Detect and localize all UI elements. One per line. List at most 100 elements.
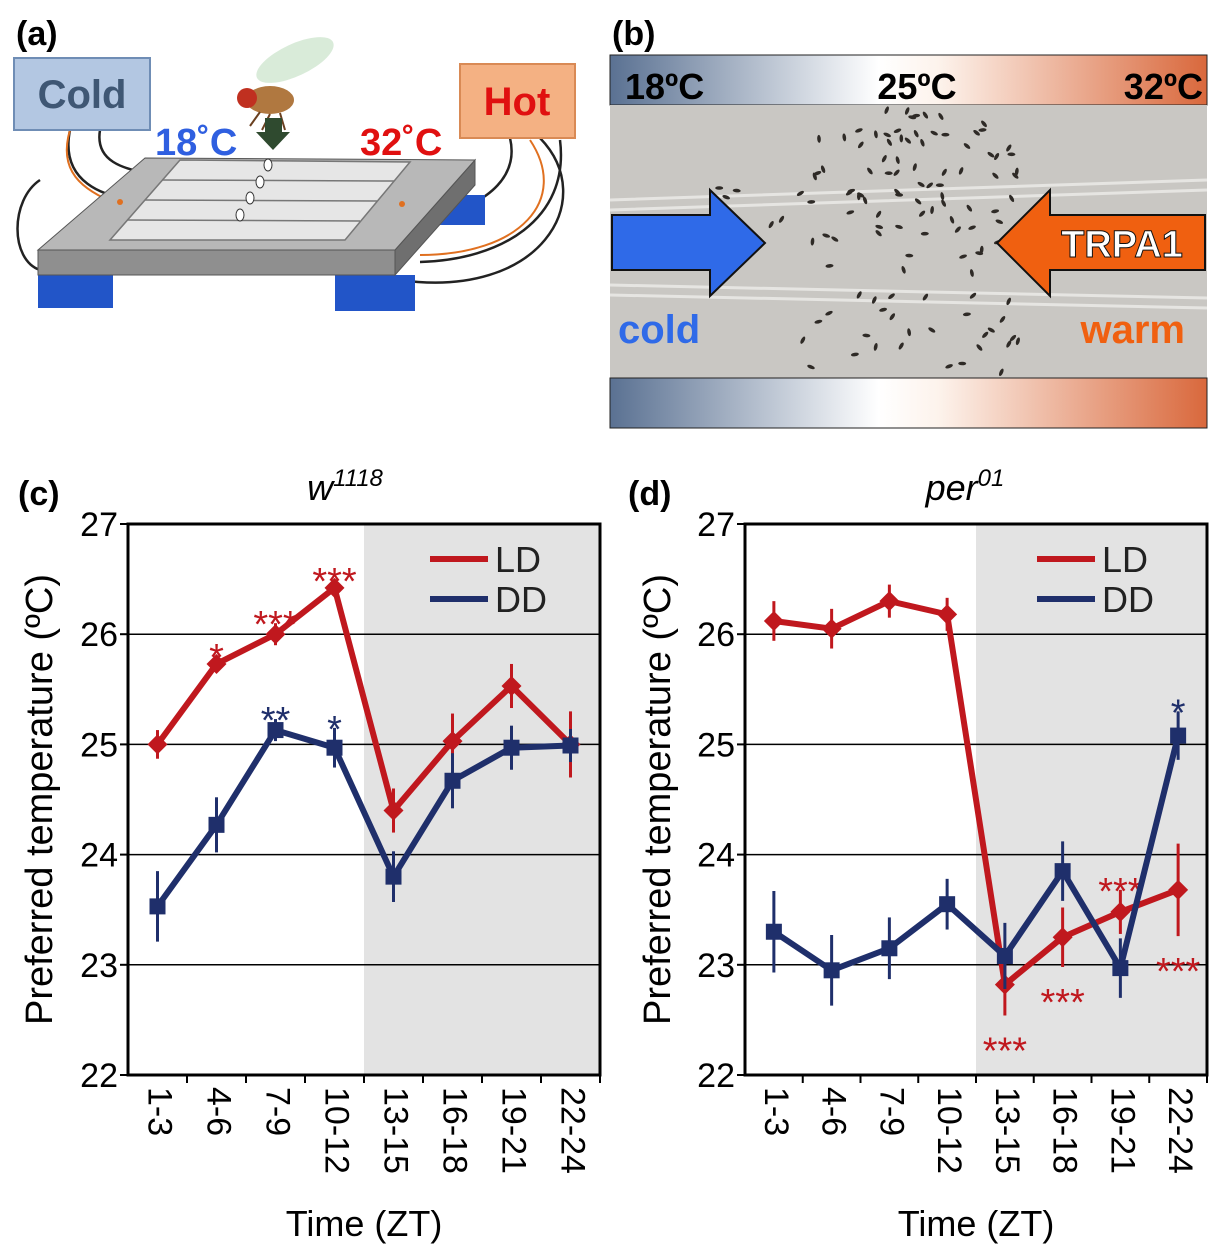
y-tick-label: 26 (80, 616, 118, 654)
x-tick-label: 13-15 (988, 1087, 1026, 1174)
x-tick-label: 4-6 (200, 1087, 238, 1136)
legend-label: LD (1102, 539, 1148, 580)
marker (881, 940, 897, 956)
y-tick-label: 24 (697, 837, 735, 875)
marker (504, 740, 520, 756)
foot (335, 275, 415, 311)
temp-label: 25ºC (877, 66, 956, 107)
x-tick-label: 10-12 (318, 1087, 356, 1174)
significance: * (209, 637, 224, 679)
significance: *** (1156, 951, 1201, 993)
legend-label: DD (495, 579, 547, 620)
arrow-label: TRPA1 (1061, 224, 1183, 266)
y-tick-label: 23 (697, 947, 735, 985)
fly-dot (246, 192, 254, 204)
y-tick-label: 27 (80, 506, 118, 544)
legend-label: LD (495, 539, 541, 580)
x-tick-label: 7-9 (259, 1087, 297, 1136)
y-tick-label: 25 (697, 726, 735, 764)
figure: (a) Cold Hot 18˚C 32˚C (b) (0, 0, 1209, 1249)
hot-label: Hot (484, 80, 551, 124)
y-axis-label: Preferred temperature (ºC) (637, 574, 679, 1025)
panel-a: (a) Cold Hot 18˚C 32˚C (14, 15, 575, 311)
panel-label: (d) (628, 475, 671, 513)
line-chart: 22 23 24 25 26 27 1-3 4-6 7-9 10-12 13-15 16-18 19-2… (628, 465, 1207, 1244)
significance: *** (1040, 982, 1085, 1024)
temp-label: 18ºC (625, 66, 704, 107)
fly (237, 28, 340, 150)
x-tick-label: 16-18 (1046, 1087, 1084, 1174)
marker (997, 948, 1013, 964)
y-tick-label: 22 (80, 1057, 118, 1095)
marker (209, 817, 225, 833)
marker (386, 869, 402, 885)
larva (936, 183, 944, 187)
y-tick-label: 26 (697, 616, 735, 654)
title-sup: 1118 (333, 465, 383, 492)
title-base: per (925, 467, 980, 508)
y-tick-label: 27 (697, 506, 735, 544)
line-chart: 2223242526271-34-67-910-1213-1516-1819-2… (18, 465, 600, 1244)
y-axis-label: Preferred temperature (ºC) (19, 574, 61, 1025)
x-tick-label: 13-15 (377, 1087, 415, 1174)
cold-label: Cold (38, 73, 127, 117)
panel-label: (b) (612, 15, 655, 53)
sensor (399, 201, 405, 207)
marker (764, 611, 784, 631)
significance: *** (983, 1030, 1028, 1072)
panel-label: (c) (18, 475, 60, 513)
y-tick-label: 25 (80, 726, 118, 764)
x-tick-label: 19-21 (1103, 1087, 1141, 1174)
marker (824, 962, 840, 978)
marker (563, 738, 579, 754)
x-tick-label: 22-24 (1161, 1087, 1199, 1174)
temp-label: 32ºC (1124, 66, 1203, 107)
marker (766, 924, 782, 940)
marker (822, 619, 842, 639)
marker (879, 591, 899, 611)
x-tick-label: 19-21 (495, 1087, 533, 1174)
significance: *** (312, 561, 357, 603)
panel-label: (a) (16, 15, 58, 53)
charts: 22 23 24 25 26 27 1-3 4-6 7-9 10-12 13-15 16-18 19-2… (18, 465, 1207, 1244)
significance: * (1171, 692, 1186, 734)
larva (941, 133, 949, 137)
foot (38, 274, 113, 308)
chart-title: per01 (925, 465, 1005, 508)
significance: *** (253, 604, 298, 646)
marker (1055, 863, 1071, 879)
gradient-bar (610, 378, 1207, 428)
hot-temp: 32˚C (360, 122, 442, 164)
marker (150, 898, 166, 914)
fly-dot (264, 159, 272, 171)
x-tick-label: 10-12 (930, 1087, 968, 1174)
marker (939, 896, 955, 912)
x-tick-label: 4-6 (815, 1087, 853, 1136)
x-tick-label: 16-18 (436, 1087, 474, 1174)
y-tick-label: 23 (80, 947, 118, 985)
x-axis-label: Time (ZT) (898, 1203, 1055, 1244)
marker (937, 604, 957, 624)
marker (1112, 960, 1128, 976)
title-base: w (307, 467, 335, 508)
y-tick-label: 22 (697, 1057, 735, 1095)
cold-temp: 18˚C (155, 122, 237, 164)
x-tick-label: 7-9 (872, 1087, 910, 1136)
cold-label: cold (618, 308, 700, 352)
marker (445, 773, 461, 789)
chart-title: w1118 (307, 465, 383, 508)
larva (715, 186, 723, 190)
panel-b: (b) 18ºC 25ºC 32ºC TRPA1 cold warm (610, 15, 1207, 428)
x-axis-label: Time (ZT) (286, 1203, 443, 1244)
legend-label: DD (1102, 579, 1154, 620)
x-tick-label: 1-3 (141, 1087, 179, 1136)
significance: ** (261, 700, 291, 742)
fly-dot (236, 209, 244, 221)
x-tick-label: 22-24 (554, 1087, 592, 1174)
warm-label: warm (1080, 308, 1186, 352)
fly-dot (256, 176, 264, 188)
title-sup: 01 (978, 465, 1005, 492)
x-tick-label: 1-3 (757, 1087, 795, 1136)
significance: * (327, 709, 342, 751)
sensor (117, 199, 123, 205)
